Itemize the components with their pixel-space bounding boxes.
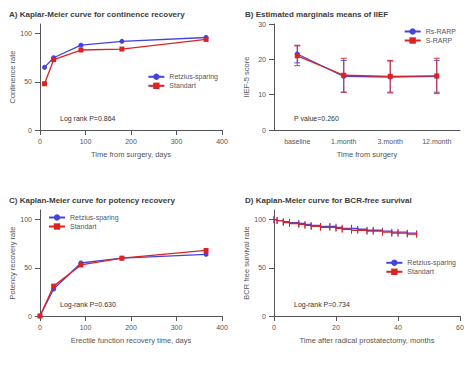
svg-text:0: 0 bbox=[28, 127, 32, 134]
svg-text:Retzius-sparing: Retzius-sparing bbox=[407, 259, 456, 267]
svg-text:100: 100 bbox=[20, 30, 32, 37]
svg-text:400: 400 bbox=[216, 138, 228, 145]
svg-text:100: 100 bbox=[20, 216, 32, 223]
svg-text:S-RARP: S-RARP bbox=[426, 37, 453, 44]
svg-text:B) Estimated marginals means o: B) Estimated marginals means of IIEF bbox=[245, 10, 388, 19]
svg-text:200: 200 bbox=[125, 324, 137, 331]
svg-text:0: 0 bbox=[262, 127, 266, 134]
svg-text:Standart: Standart bbox=[70, 223, 97, 230]
svg-text:100: 100 bbox=[80, 324, 92, 331]
svg-text:50: 50 bbox=[24, 78, 32, 85]
svg-text:Standart: Standart bbox=[407, 268, 434, 275]
svg-text:1.month: 1.month bbox=[331, 138, 356, 145]
svg-text:Time from surgery, days: Time from surgery, days bbox=[91, 150, 171, 159]
svg-text:Potency recovery rate: Potency recovery rate bbox=[8, 227, 17, 300]
svg-text:10: 10 bbox=[258, 91, 266, 98]
svg-text:200: 200 bbox=[125, 138, 137, 145]
svg-text:400: 400 bbox=[216, 324, 228, 331]
svg-text:20: 20 bbox=[332, 324, 340, 331]
svg-text:3.month: 3.month bbox=[378, 138, 403, 145]
svg-text:P value=0.260: P value=0.260 bbox=[294, 115, 339, 122]
svg-text:IIEF-5 score: IIEF-5 score bbox=[242, 57, 251, 98]
svg-text:100: 100 bbox=[80, 138, 92, 145]
svg-text:50: 50 bbox=[258, 264, 266, 271]
svg-text:0: 0 bbox=[262, 313, 266, 320]
svg-text:0: 0 bbox=[272, 324, 276, 331]
svg-text:0: 0 bbox=[38, 324, 42, 331]
svg-text:Erectile function recovery tim: Erectile function recovery time, days bbox=[71, 336, 192, 345]
svg-text:Retzius-sparing: Retzius-sparing bbox=[70, 214, 119, 222]
svg-text:300: 300 bbox=[171, 138, 183, 145]
svg-text:20: 20 bbox=[258, 56, 266, 63]
svg-text:Time from surgery: Time from surgery bbox=[337, 150, 398, 159]
svg-text:0: 0 bbox=[28, 313, 32, 320]
svg-text:Rs-RARP: Rs-RARP bbox=[426, 28, 457, 35]
svg-text:0: 0 bbox=[38, 138, 42, 145]
svg-text:Log rank P=0.864: Log rank P=0.864 bbox=[60, 115, 116, 123]
svg-text:30: 30 bbox=[258, 21, 266, 28]
svg-text:A) Kaplar-Meier curve for cont: A) Kaplar-Meier curve for continence rec… bbox=[9, 10, 185, 19]
svg-text:C) Kaplan-Meier curve for pote: C) Kaplan-Meier curve for potency recove… bbox=[9, 196, 175, 205]
svg-text:Retzius-sparing: Retzius-sparing bbox=[169, 73, 218, 81]
svg-text:60: 60 bbox=[456, 324, 464, 331]
svg-text:D) Kaplan-Meier curve for BCR-: D) Kaplan-Meier curve for BCR-free survi… bbox=[245, 196, 412, 205]
svg-text:100: 100 bbox=[254, 216, 266, 223]
svg-text:Log-rank P=0.734: Log-rank P=0.734 bbox=[294, 301, 350, 309]
svg-text:Standart: Standart bbox=[169, 82, 196, 89]
svg-text:BCR free survival rate: BCR free survival rate bbox=[242, 226, 251, 299]
svg-text:Log-rank P=0.630: Log-rank P=0.630 bbox=[60, 301, 116, 309]
svg-text:baseline: baseline bbox=[284, 138, 310, 145]
svg-text:Time after radical prostatecto: Time after radical prostatectomy, months bbox=[299, 336, 434, 345]
svg-text:Continence rate: Continence rate bbox=[8, 51, 17, 104]
svg-text:40: 40 bbox=[394, 324, 402, 331]
svg-text:12.month: 12.month bbox=[422, 138, 451, 145]
svg-text:300: 300 bbox=[171, 324, 183, 331]
svg-text:50: 50 bbox=[24, 264, 32, 271]
